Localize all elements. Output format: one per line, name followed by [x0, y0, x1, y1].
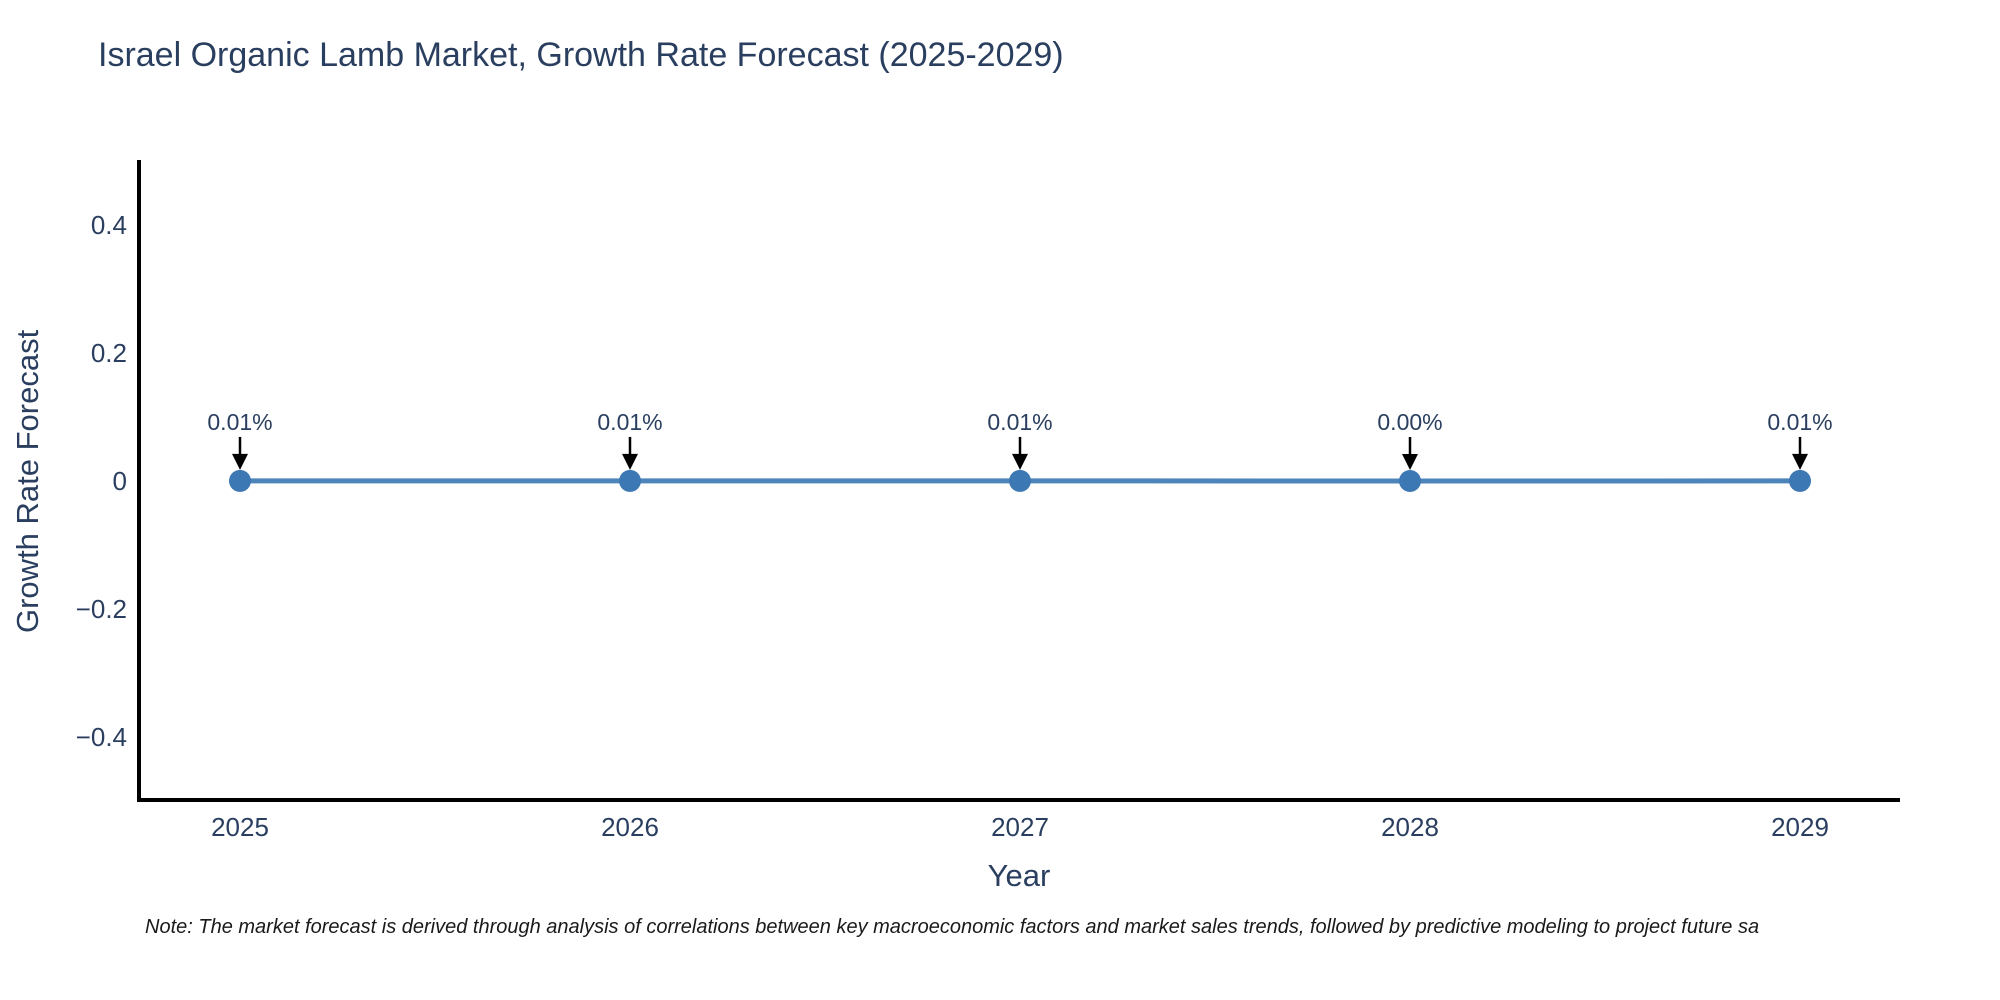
annotation-arrow-head	[1792, 453, 1808, 470]
data-point-marker	[1009, 469, 1031, 492]
annotation-label: 0.01%	[207, 409, 272, 435]
data-point-marker	[619, 469, 641, 492]
y-tick-label: 0	[113, 466, 127, 496]
y-tick-label: −0.4	[76, 722, 127, 752]
annotation-label: 0.00%	[1377, 409, 1442, 435]
annotation-arrow-head	[622, 453, 638, 470]
annotation-arrow-head	[1402, 454, 1418, 470]
annotation-label: 0.01%	[987, 409, 1052, 435]
annotation-arrow-head	[1012, 453, 1028, 470]
annotation-label: 0.01%	[597, 409, 662, 435]
y-tick-label: 0.2	[91, 338, 127, 368]
data-point-marker	[229, 469, 251, 492]
y-tick-label: 0.4	[91, 210, 127, 240]
x-tick-label: 2029	[1771, 812, 1829, 842]
annotation-label: 0.01%	[1767, 409, 1832, 435]
annotation-arrow-head	[232, 453, 248, 470]
chart-title: Israel Organic Lamb Market, Growth Rate …	[98, 36, 1064, 74]
y-axis-title: Growth Rate Forecast	[10, 329, 45, 633]
data-point-marker	[1789, 469, 1811, 492]
x-tick-label: 2026	[601, 812, 659, 842]
y-tick-label: −0.2	[76, 594, 127, 624]
x-tick-label: 2028	[1381, 812, 1439, 842]
x-axis-title: Year	[987, 858, 1051, 893]
x-tick-label: 2025	[211, 812, 269, 842]
data-point-marker	[1399, 470, 1421, 492]
chart-note: Note: The market forecast is derived thr…	[145, 916, 1760, 938]
x-tick-label: 2027	[991, 812, 1049, 842]
